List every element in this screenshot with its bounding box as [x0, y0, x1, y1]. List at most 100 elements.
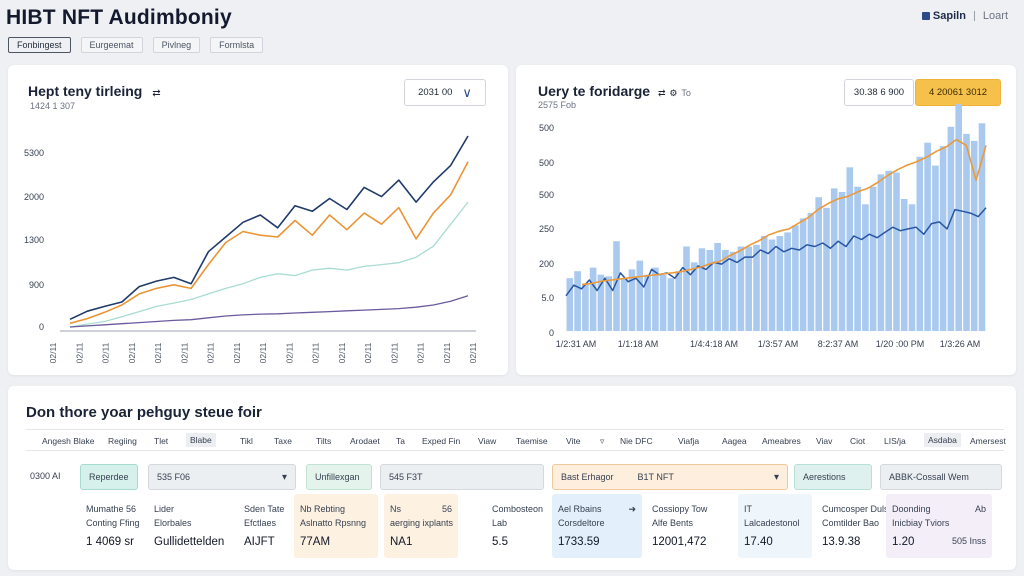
divider	[973, 11, 975, 21]
column-header[interactable]: Taemise	[516, 436, 548, 446]
bar	[924, 142, 931, 331]
column-header[interactable]: Nie DFC	[620, 436, 653, 446]
metric-label: Ael Rbains	[558, 504, 602, 514]
value-pill[interactable]: 30.38 6 900	[844, 79, 914, 106]
column-header[interactable]: LIS/ja	[884, 436, 906, 446]
column-header[interactable]: Asdaba	[924, 433, 961, 447]
x-tick-label: 02/11	[101, 342, 111, 363]
bar	[885, 170, 892, 331]
y-tick-label: 1300	[24, 235, 44, 245]
y-tick-label: 900	[29, 280, 44, 290]
y-tick-label: 5.0	[541, 293, 554, 303]
filter-value: B1T NFT	[637, 472, 674, 482]
metric-label: Mumathe 56	[86, 504, 137, 514]
tab-4[interactable]: Formlsta	[210, 37, 264, 53]
tab-1[interactable]: Fonbingest	[8, 37, 71, 53]
link-icon: ⇄	[657, 88, 666, 98]
metric-label: Comtilder Bao	[822, 518, 880, 528]
metric-card[interactable]: Combosteon Lab 5.5	[486, 494, 550, 558]
filter-field[interactable]: 535 F06 ▾	[148, 464, 296, 490]
y-tick-label: 2000	[24, 192, 44, 202]
bar	[830, 188, 838, 331]
x-tick-label: 02/11	[74, 342, 84, 363]
tab-bar: Fonbingest Eurgeemat Pivlneg Formlsta	[8, 37, 264, 53]
filter-field[interactable]: Aerestions	[794, 464, 872, 490]
column-header[interactable]: Blabe	[186, 433, 216, 447]
metric-card[interactable]: Ns aerging ixplants NA1 56	[384, 494, 458, 558]
column-header[interactable]: Viaw	[478, 436, 497, 446]
column-header[interactable]: Viav	[816, 436, 833, 446]
range-selector[interactable]: 2031 00 ∨	[404, 79, 486, 106]
tab-3[interactable]: Pivlneg	[152, 37, 201, 53]
metric-label: Combosteon	[492, 504, 544, 514]
bar	[768, 239, 776, 331]
column-header[interactable]: Ta	[396, 436, 405, 446]
metric-card[interactable]: Doonding Inicbiay Tviors 1.20 Ab 505 Inss	[886, 494, 992, 558]
x-tick-label: 02/11	[284, 342, 294, 363]
filter-label: 545 F3T	[389, 472, 423, 482]
metric-value: 13.9.38	[822, 536, 861, 548]
bar	[667, 278, 675, 331]
column-header[interactable]: Exped Fin	[422, 436, 461, 446]
column-header[interactable]: Taxe	[274, 436, 292, 446]
column-header[interactable]: Aagea	[722, 436, 747, 446]
logout-link[interactable]: Loart	[982, 10, 1008, 22]
column-header[interactable]: Vite	[566, 436, 581, 446]
column-header[interactable]: Amersest	[970, 436, 1006, 446]
gear-icon: ⚙	[669, 88, 678, 98]
login-button[interactable]: Sapiln	[921, 10, 966, 22]
bar	[644, 274, 651, 331]
filter-field[interactable]: Bast Erhagor B1T NFT ▾	[552, 464, 788, 490]
bar	[636, 260, 644, 331]
metric-label: Efctlaes	[244, 518, 277, 528]
metric-label: Ns	[390, 504, 401, 514]
metric-card[interactable]: IT Lalcadestonol 17.40	[738, 494, 812, 558]
metric-card[interactable]: Cossiopy Tow Alfe Bents 12001,472	[646, 494, 734, 558]
column-header[interactable]: Tikl	[240, 436, 253, 446]
y-tick-label: 5300	[24, 148, 44, 158]
y-tick-label: 500	[539, 123, 554, 133]
filter-label: Bast Erhagor	[561, 472, 614, 482]
column-header[interactable]: Arodaet	[350, 436, 380, 446]
filter-field[interactable]: Unfillexgan	[306, 464, 372, 490]
metric-card[interactable]: Nb Rebting Aslnatto Rpsnng 77AM	[294, 494, 378, 558]
metric-label: Corsdeltore	[558, 518, 605, 528]
login-area: Sapiln Loart	[921, 10, 1008, 22]
column-header[interactable]: Ameabres	[762, 436, 801, 446]
metric-card[interactable]: Lider Elorbales Gullidettelden	[148, 494, 234, 558]
metric-label: Elorbales	[154, 518, 192, 528]
y-tick-label: 500	[539, 158, 554, 168]
metric-value: 5.5	[492, 536, 508, 548]
filter-label: Aerestions	[803, 472, 846, 482]
metric-value: 12001,472	[652, 536, 707, 548]
x-tick-label: 1/4:4:18 AM	[690, 339, 738, 349]
column-header[interactable]: Angesh Blake	[42, 436, 95, 446]
metric-card[interactable]: Mumathe 56 Conting Ffing 1 4069 sr	[80, 494, 152, 558]
metric-label: Aslnatto Rpsnng	[300, 518, 367, 528]
bar	[753, 244, 760, 331]
series-line-2	[69, 161, 469, 325]
bar	[939, 146, 947, 331]
column-header[interactable]: Viafja	[678, 436, 700, 446]
tab-2[interactable]: Eurgeemat	[80, 37, 143, 53]
filter-field[interactable]: 545 F3T	[380, 464, 544, 490]
top-header: HIBT NFT Audimboniy Sapiln Loart	[0, 0, 1024, 36]
column-header[interactable]: Regiing	[108, 436, 137, 446]
metric-label: Alfe Bents	[652, 518, 694, 528]
metric-card[interactable]: Ael Rbains Corsdeltore 1733.59 ➜	[552, 494, 642, 558]
column-header[interactable]: Tilts	[316, 436, 332, 446]
series-line-4	[69, 295, 469, 328]
bar	[893, 172, 900, 331]
bar	[869, 186, 877, 331]
filter-field[interactable]: Reperdee	[80, 464, 138, 490]
column-header[interactable]: ▿	[600, 436, 605, 446]
x-tick-label: 8:2:37 AM	[818, 339, 859, 349]
column-header[interactable]: Tlet	[154, 436, 169, 446]
metric-card[interactable]: Sden Tate Efctlaes AIJFT	[238, 494, 298, 558]
column-header[interactable]: Ciot	[850, 436, 866, 446]
filter-field[interactable]: ABBK-Cossall Wem	[880, 464, 1002, 490]
metric-card[interactable]: Cumcosper Dulse Comtilder Bao 13.9.38	[816, 494, 894, 558]
bar	[970, 140, 978, 331]
bar	[628, 269, 636, 331]
left-panel-title: Hept teny tirleing ⇄	[28, 83, 161, 99]
